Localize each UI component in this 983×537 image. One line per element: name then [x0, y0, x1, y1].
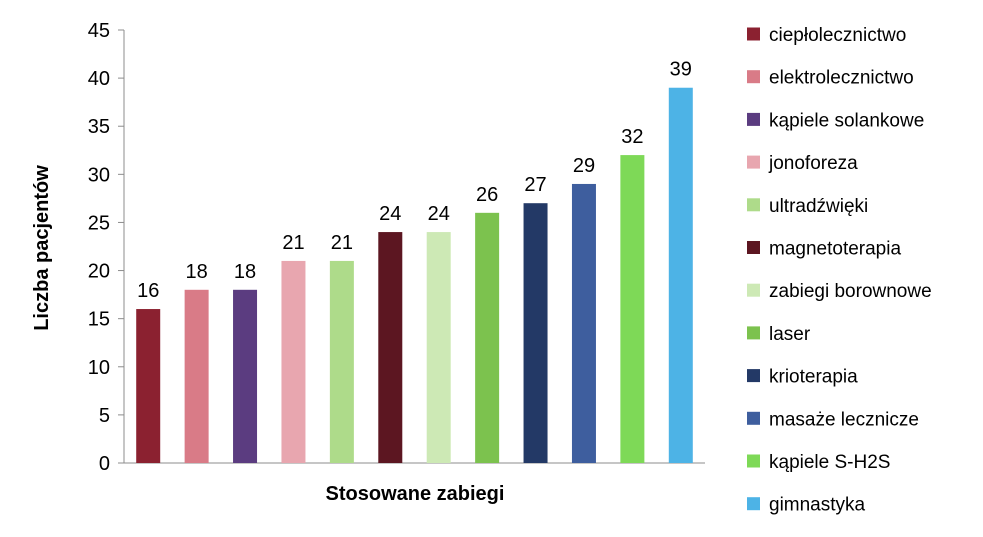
data-label-4: 21: [282, 232, 304, 254]
legend-swatch-1: [747, 27, 760, 41]
legend-swatch-8: [747, 326, 760, 340]
bars: [136, 87, 693, 464]
legend-label-6: magnetoterapia: [769, 239, 901, 260]
bar-8: [475, 212, 500, 463]
legend-swatch-7: [747, 283, 760, 297]
y-tick-label: 20: [88, 261, 110, 283]
data-label-5: 21: [331, 232, 353, 254]
bar-11: [620, 155, 645, 464]
data-label-12: 39: [670, 59, 692, 81]
bar-1: [136, 309, 161, 463]
data-label-6: 24: [379, 203, 401, 225]
bar-4: [281, 260, 306, 463]
legend-label-2: elektrolecznictwo: [769, 68, 914, 89]
data-label-11: 32: [621, 126, 643, 148]
y-tick-label: 25: [88, 212, 110, 234]
bar-10: [571, 183, 596, 463]
legend-label-12: gimnastyka: [769, 495, 866, 516]
legend-swatch-4: [747, 155, 760, 169]
data-label-7: 24: [428, 203, 450, 225]
legend-label-7: zabiegi borownowe: [769, 281, 932, 302]
data-label-1: 16: [137, 280, 159, 302]
data-labels: 16 18 18 21 21 24 24 26 27 29 32 39: [137, 59, 692, 302]
y-tick-label: 10: [88, 357, 110, 379]
bar-5: [329, 260, 354, 463]
legend-swatch-5: [747, 198, 760, 212]
data-label-9: 27: [524, 174, 546, 196]
legend-label-8: laser: [769, 324, 811, 345]
y-tick-label: 30: [88, 164, 110, 186]
legend-label-4: jonoforeza: [768, 153, 858, 174]
y-tick-label: 15: [88, 309, 110, 331]
legend-label-1: ciepłolecznictwo: [769, 25, 906, 46]
y-tick-label: 40: [88, 68, 110, 90]
bar-3: [233, 289, 258, 463]
data-label-10: 29: [573, 155, 595, 177]
legend-label-10: masaże lecznicze: [769, 409, 919, 430]
legend-swatch-12: [747, 497, 760, 511]
bar-7: [426, 232, 451, 463]
legend-label-9: krioterapia: [769, 367, 858, 388]
legend-swatch-10: [747, 411, 760, 425]
axes: 0 5 10 15 20 25 30 35 40 45: [88, 20, 705, 475]
bar-12: [668, 87, 693, 463]
bar-6: [378, 232, 403, 463]
data-label-3: 18: [234, 261, 256, 283]
y-axis-title: Liczba pacjentów: [31, 165, 53, 331]
legend-swatch-11: [747, 454, 760, 468]
x-axis-title: Stosowane zabiegi: [326, 483, 505, 505]
y-tick-label: 5: [99, 405, 110, 427]
bar-9: [523, 203, 548, 463]
bar-2: [184, 289, 209, 463]
legend-label-5: ultradźwięki: [769, 196, 868, 217]
legend-label-3: kąpiele solankowe: [769, 110, 924, 131]
y-tick-label: 0: [99, 453, 110, 475]
y-tick-label: 45: [88, 20, 110, 42]
legend-swatch-6: [747, 241, 760, 254]
legend-swatch-3: [747, 112, 760, 126]
legend-swatch-2: [747, 70, 760, 84]
data-label-2: 18: [186, 261, 208, 283]
legend-label-11: kąpiele S-H2S: [769, 452, 890, 473]
y-tick-label: 35: [88, 116, 110, 138]
legend-swatch-9: [747, 369, 760, 383]
legend: ciepłolecznictwo elektrolecznictwo kąpiele…: [747, 25, 932, 516]
data-label-8: 26: [476, 184, 498, 206]
